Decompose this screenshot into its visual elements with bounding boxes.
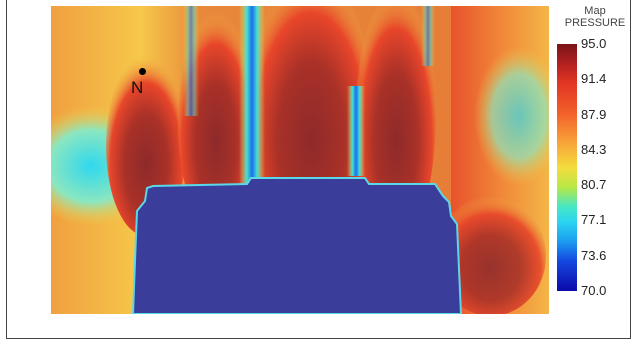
north-label: N <box>131 78 144 97</box>
low-pressure-streak-4 <box>421 6 435 66</box>
legend-tick: 84.3 <box>581 142 607 157</box>
legend-tick: 87.9 <box>581 107 607 122</box>
legend-tick-min: 70.0 <box>581 283 607 298</box>
legend-title: Map <box>584 5 606 17</box>
legend-tick-max: 95.0 <box>581 36 607 51</box>
building-footprint <box>131 177 463 314</box>
north-marker: N <box>129 68 159 104</box>
pressure-lobe-4 <box>356 6 436 241</box>
pressure-lobe-5 <box>436 196 546 314</box>
visualization-frame: N Map PRESSURE 95.0 91.4 87.9 84.3 80.7 … <box>6 0 631 339</box>
color-scale-bar <box>557 44 577 291</box>
legend-tick: 80.7 <box>581 177 607 192</box>
legend-variable: PRESSURE <box>564 17 626 29</box>
color-legend: Map PRESSURE 95.0 91.4 87.9 84.3 80.7 77… <box>551 4 638 304</box>
legend-tick: 91.4 <box>581 71 607 86</box>
pressure-map[interactable]: N <box>51 6 549 314</box>
legend-tick: 73.6 <box>581 248 607 263</box>
north-dot <box>139 68 146 75</box>
low-pressure-streak-2 <box>347 86 365 176</box>
pressure-field <box>51 6 549 314</box>
legend-tick: 77.1 <box>581 212 607 227</box>
low-pressure-zone-right <box>474 46 549 186</box>
low-pressure-streak-3 <box>183 6 199 116</box>
low-pressure-streak-1 <box>239 6 265 186</box>
